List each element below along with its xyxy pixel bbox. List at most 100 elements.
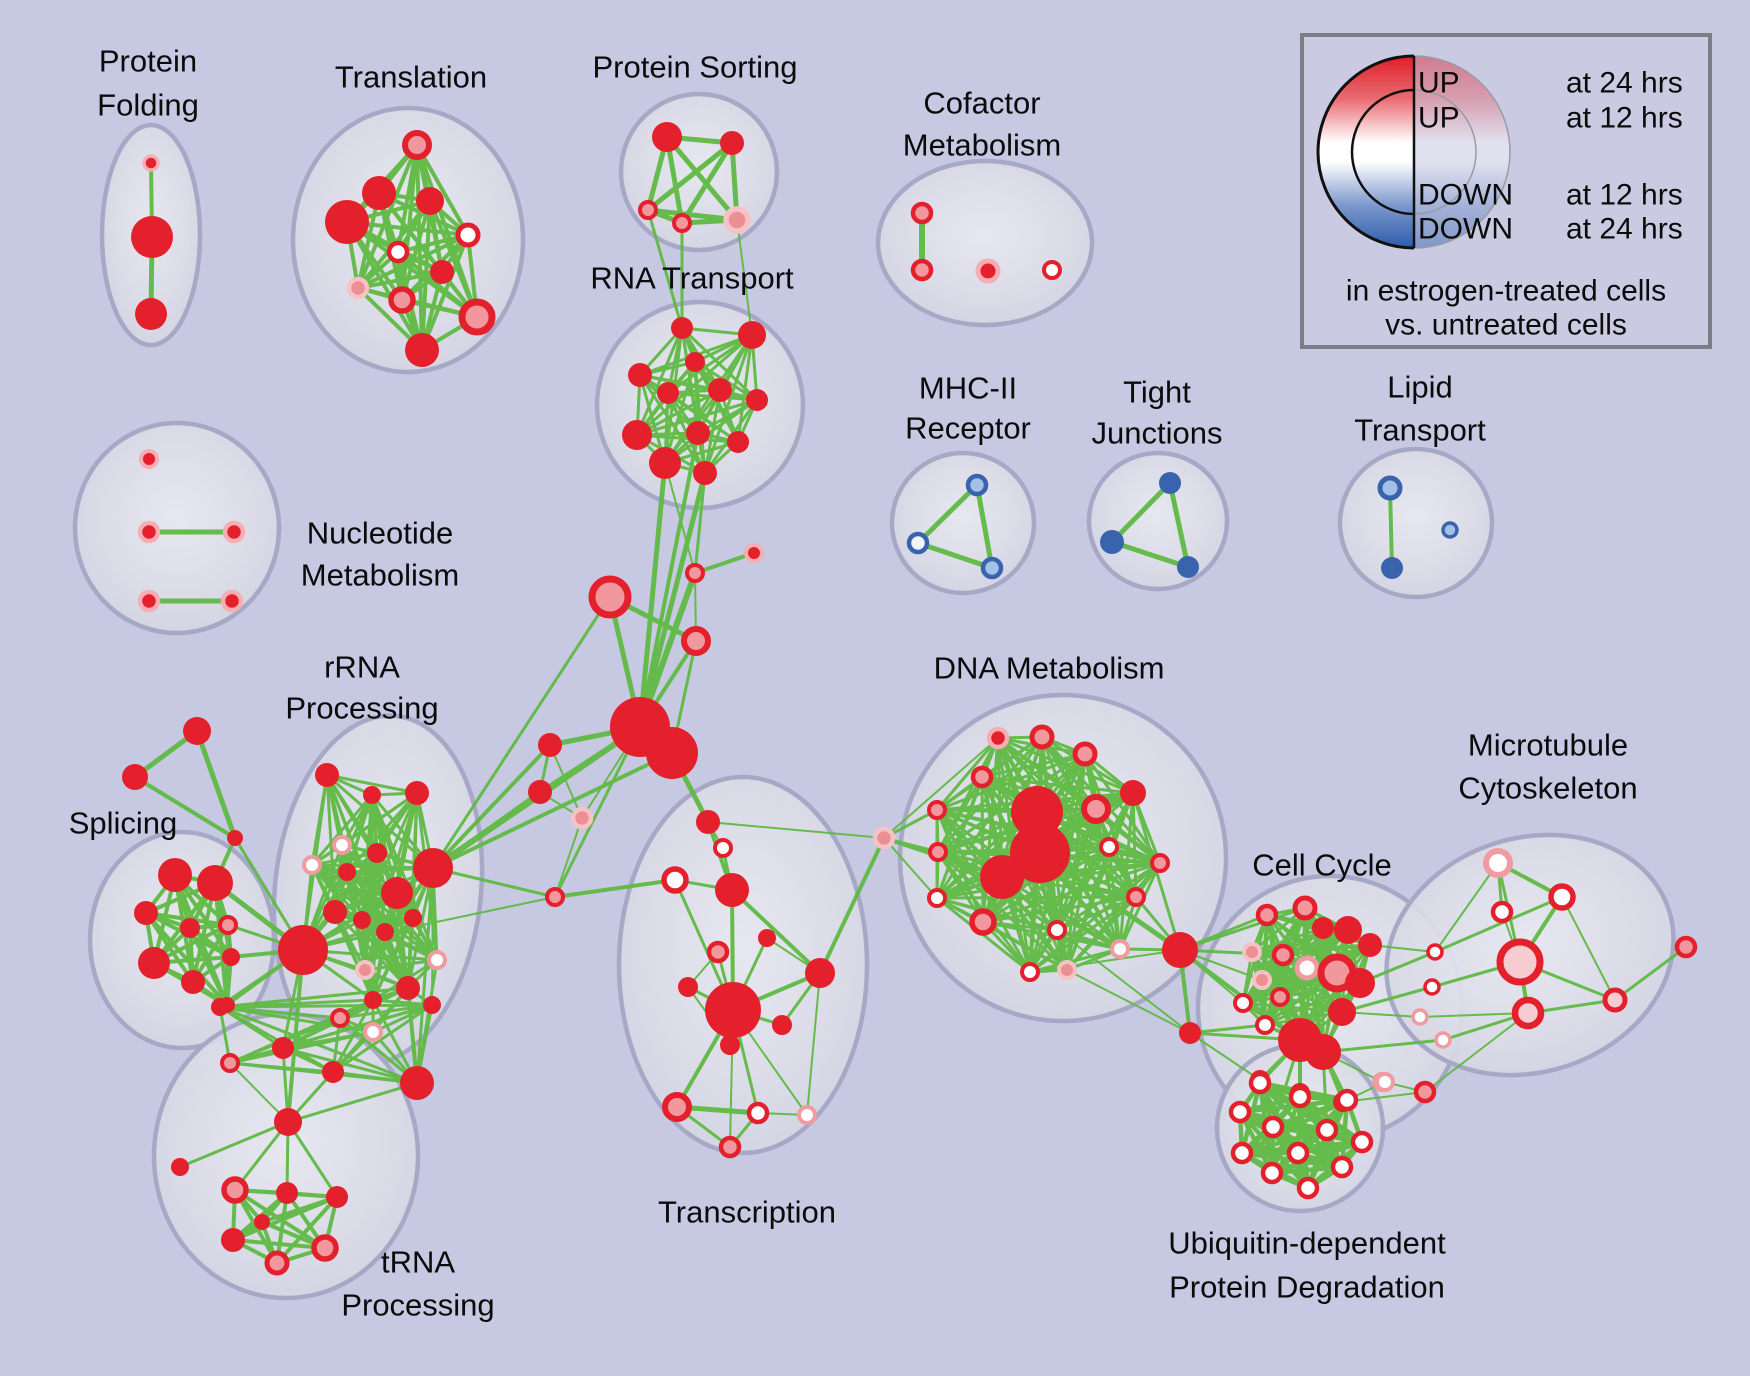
- legend-caption-line1: in estrogen-treated cells: [1345, 274, 1667, 308]
- edge: [1241, 1001, 1344, 1014]
- gene-node-171: [1296, 1176, 1320, 1200]
- edge: [286, 1081, 419, 1124]
- edge: [883, 737, 999, 839]
- gene-node-4: [362, 176, 396, 210]
- gene-node-98: [772, 1015, 792, 1035]
- edge: [1188, 1023, 1267, 1035]
- legend-updown-glyph: [1316, 54, 1511, 250]
- gene-node-6: [416, 187, 444, 215]
- gene-node-185: [1441, 521, 1459, 539]
- edge: [356, 233, 470, 290]
- gene-node-78: [330, 1008, 350, 1028]
- gene-node-43: [227, 830, 243, 846]
- gene-node-163: [1228, 1100, 1252, 1124]
- edge: [635, 388, 722, 437]
- edge: [980, 775, 1135, 795]
- legend-down-12-label: DOWN: [1418, 178, 1513, 212]
- gene-node-157: [1602, 987, 1628, 1013]
- edge: [310, 793, 374, 867]
- gene-node-140: [1255, 1015, 1275, 1035]
- gene-node-184: [1381, 557, 1403, 579]
- edge: [974, 482, 995, 571]
- edge: [231, 1238, 327, 1250]
- gene-node-11: [388, 286, 416, 314]
- edge: [981, 845, 1111, 924]
- cluster-mhc-ii-receptor-ellipse: [889, 450, 1037, 596]
- cluster-tight-junctions-label: Junctions: [1092, 416, 1223, 451]
- gene-node-116: [1081, 794, 1111, 824]
- gene-node-170: [1260, 1161, 1284, 1185]
- gene-node-26: [628, 363, 652, 387]
- gene-node-143: [1305, 1034, 1341, 1070]
- edge: [1109, 539, 1191, 570]
- edge: [333, 910, 375, 1002]
- gene-node-181: [1100, 530, 1124, 554]
- node-layer: [122, 122, 1698, 1276]
- gene-node-100: [662, 1092, 692, 1122]
- legend-down-12-time: at 12 hrs: [1566, 178, 1683, 212]
- gene-node-167: [1230, 1141, 1254, 1165]
- gene-node-174: [222, 520, 246, 544]
- gene-node-188: [570, 806, 594, 830]
- gene-node-128: [1292, 895, 1318, 921]
- edge: [431, 751, 674, 870]
- edge: [333, 910, 410, 990]
- edge: [818, 836, 886, 975]
- gene-node-56: [405, 781, 429, 805]
- edge: [333, 910, 415, 920]
- edge: [415, 958, 439, 1085]
- cluster-protein-folding-label: Protein: [99, 44, 197, 79]
- edge: [1281, 943, 1372, 957]
- cluster-nucleotide-metabolism-label: Nucleotide: [307, 516, 453, 551]
- edge: [1056, 929, 1191, 1034]
- edge: [133, 775, 237, 840]
- gene-node-31: [686, 421, 710, 445]
- gene-node-75: [322, 1061, 344, 1083]
- cluster-rrna-processing-label: rRNA: [324, 650, 400, 685]
- gene-node-83: [276, 1182, 298, 1204]
- cluster-tight-junctions-ellipse: [1086, 450, 1230, 592]
- gene-node-160: [1248, 1071, 1272, 1095]
- gene-node-86: [311, 1234, 339, 1262]
- edge: [936, 850, 1122, 951]
- gene-node-165: [1315, 1118, 1339, 1142]
- edge: [1419, 1012, 1529, 1018]
- cluster-rrna-processing-label: Processing: [285, 691, 438, 726]
- gene-node-182: [1177, 556, 1199, 578]
- gene-node-110: [928, 842, 948, 862]
- edge: [707, 821, 885, 839]
- edge: [549, 744, 583, 819]
- legend-up-24-label: UP: [1418, 66, 1460, 100]
- gene-node-152: [1483, 848, 1513, 878]
- gene-node-151: [1434, 1031, 1452, 1049]
- edge: [310, 773, 329, 867]
- edge: [1321, 1038, 1445, 1054]
- gene-node-68: [355, 960, 375, 980]
- gene-node-138: [1270, 987, 1290, 1007]
- edge: [1433, 895, 1564, 954]
- cluster-lipid-transport-ellipse: [1337, 446, 1495, 600]
- gene-node-30: [622, 420, 652, 450]
- edge: [666, 391, 740, 444]
- gene-node-173: [137, 520, 161, 544]
- gene-node-179: [980, 556, 1004, 580]
- edge: [664, 134, 740, 223]
- edge: [981, 861, 1162, 924]
- gene-node-162: [1335, 1088, 1359, 1112]
- edge: [1340, 985, 1434, 1014]
- edge: [1107, 845, 1122, 951]
- gene-node-16: [638, 200, 658, 220]
- gene-node-119: [969, 908, 997, 936]
- gene-node-134: [1294, 955, 1320, 981]
- gene-node-139: [1233, 993, 1253, 1013]
- edge: [553, 725, 642, 899]
- edge: [635, 398, 759, 437]
- gene-node-42: [122, 764, 148, 790]
- cluster-ubiquitin-degradation-label: Ubiquitin-dependent: [1168, 1226, 1446, 1261]
- cluster-dna-metabolism-label: DNA Metabolism: [934, 651, 1165, 686]
- cluster-mhc-ii-receptor-label: Receptor: [905, 411, 1031, 446]
- edge: [637, 460, 668, 730]
- gene-node-95: [678, 977, 698, 997]
- gene-node-99: [720, 1035, 740, 1055]
